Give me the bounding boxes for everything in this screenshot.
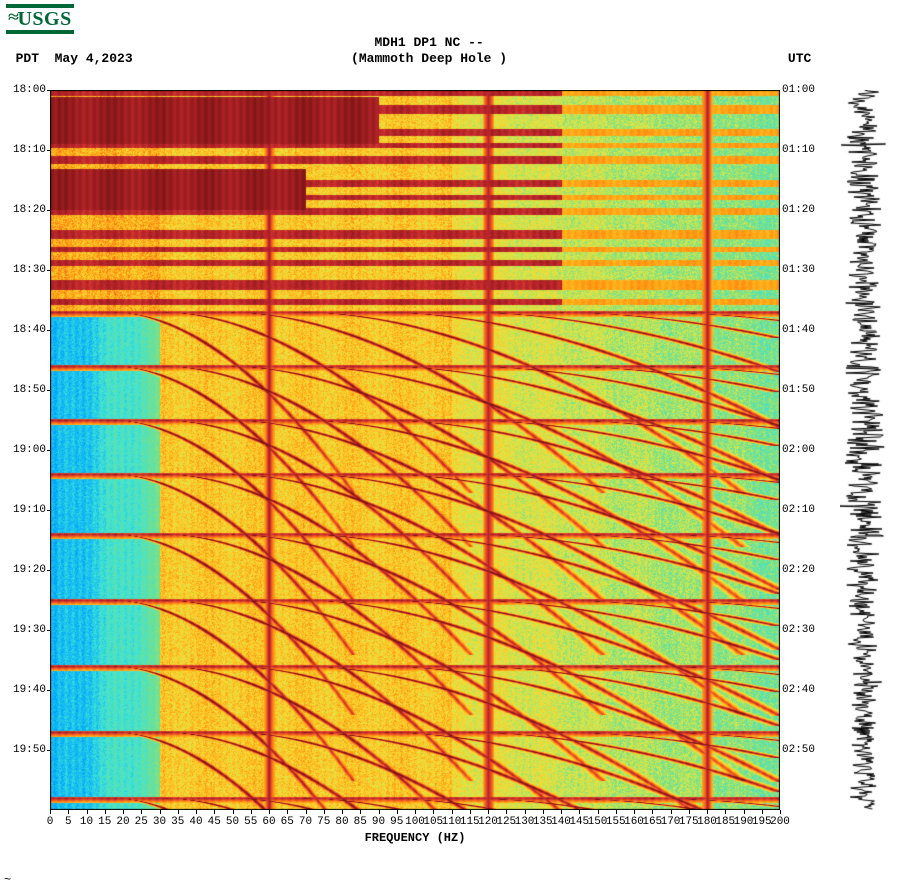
xtick: 75 [317,816,330,828]
plot-header: MDH1 DP1 NC -- PDT May 4,2023 (Mammoth D… [0,35,902,68]
xtick: 20 [116,816,129,828]
xtick: 40 [189,816,202,828]
seismogram-canvas [840,90,888,810]
xtick: 90 [372,816,385,828]
xtick: 35 [171,816,184,828]
xtick: 140 [551,816,571,828]
x-axis-title: FREQUENCY (HZ) [50,831,780,845]
usgs-logo-wave: ≈ [8,9,19,25]
ytick-right: 01:00 [782,84,815,96]
ytick-right: 02:20 [782,564,815,576]
ytick-right: 02:30 [782,624,815,636]
xtick: 70 [299,816,312,828]
ytick-right: 01:40 [782,324,815,336]
xtick: 125 [496,816,516,828]
spectrogram-canvas [50,90,780,810]
ytick-left: 18:40 [13,324,46,336]
xtick: 130 [515,816,535,828]
xtick: 160 [624,816,644,828]
xtick: 85 [354,816,367,828]
usgs-logo-text: USGS [17,8,71,30]
ytick-right: 02:50 [782,744,815,756]
xtick: 5 [65,816,72,828]
xtick: 135 [533,816,553,828]
xtick: 60 [262,816,275,828]
ytick-left: 19:20 [13,564,46,576]
ytick-left: 18:00 [13,84,46,96]
ytick-left: 18:30 [13,264,46,276]
ytick-left: 19:50 [13,744,46,756]
ytick-left: 19:10 [13,504,46,516]
xtick: 190 [734,816,754,828]
ytick-right: 01:50 [782,384,815,396]
xtick: 65 [281,816,294,828]
xtick: 120 [478,816,498,828]
ytick-right: 02:40 [782,684,815,696]
ytick-right: 01:10 [782,144,815,156]
xtick: 95 [390,816,403,828]
xtick: 170 [661,816,681,828]
corner-glyph: ~ [4,873,11,887]
ytick-right: 01:30 [782,264,815,276]
seismogram-strip [840,90,888,810]
xtick: 115 [460,816,480,828]
xtick: 185 [715,816,735,828]
spectrogram-plot [50,90,780,810]
y-axis-right-utc: 01:0001:1001:2001:3001:4001:5002:0002:10… [782,90,830,810]
xtick: 15 [98,816,111,828]
xtick: 155 [606,816,626,828]
xtick: 55 [244,816,257,828]
xtick: 150 [588,816,608,828]
ytick-left: 19:00 [13,444,46,456]
xtick: 25 [135,816,148,828]
ytick-right: 02:10 [782,504,815,516]
usgs-logo: ≈USGS [6,4,74,34]
xtick: 45 [208,816,221,828]
xtick: 80 [335,816,348,828]
xtick: 10 [80,816,93,828]
xtick: 0 [47,816,54,828]
y-axis-left-pdt: 18:0018:1018:2018:3018:4018:5019:0019:10… [0,90,50,810]
xtick: 30 [153,816,166,828]
xtick: 200 [770,816,790,828]
xtick: 180 [697,816,717,828]
ytick-left: 19:40 [13,684,46,696]
xtick: 105 [423,816,443,828]
ytick-left: 18:10 [13,144,46,156]
ytick-right: 02:00 [782,444,815,456]
ytick-left: 18:20 [13,204,46,216]
xtick: 50 [226,816,239,828]
xtick: 195 [752,816,772,828]
xtick: 110 [442,816,462,828]
xtick: 100 [405,816,425,828]
ytick-left: 19:30 [13,624,46,636]
ytick-right: 01:20 [782,204,815,216]
ytick-left: 18:50 [13,384,46,396]
xtick: 175 [679,816,699,828]
xtick: 145 [569,816,589,828]
xtick: 165 [642,816,662,828]
